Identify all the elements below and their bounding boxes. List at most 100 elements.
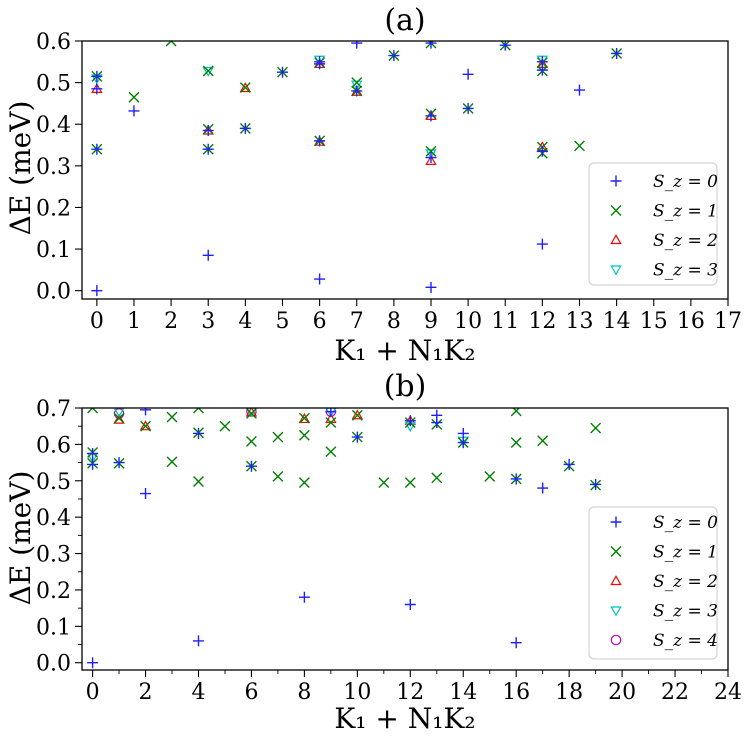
data-point-plus [431, 409, 443, 421]
data-point-x [272, 470, 284, 482]
data-point-x [431, 472, 443, 484]
x-tick-label: 4 [191, 680, 205, 705]
data-point-plus [351, 85, 363, 97]
y-tick-label: 0.0 [36, 652, 71, 677]
x-tick-label: 0 [90, 309, 104, 334]
data-point-x [298, 412, 310, 424]
panel-b-title: (b) [384, 369, 427, 404]
data-point-x [193, 476, 204, 487]
data-point-plus [202, 249, 214, 261]
data-point-plus [510, 637, 522, 649]
data-point-x [298, 477, 310, 489]
data-point-plus [192, 635, 204, 647]
data-point-plus [325, 408, 337, 418]
data-point-x [325, 417, 337, 429]
data-point-x [325, 446, 337, 458]
y-tick-label: 0.0 [36, 280, 71, 305]
data-point-plus [87, 458, 99, 470]
data-point-plus [245, 460, 257, 472]
legend-label: S_z = 2 [653, 231, 718, 251]
data-point-x [140, 420, 151, 432]
legend-marker-triangle-up [610, 575, 622, 586]
x-tick-label: 16 [677, 309, 705, 334]
legend-marker-plus [610, 516, 622, 528]
y-tick-label: 0.4 [36, 506, 71, 531]
x-tick-label: 0 [86, 680, 100, 705]
data-point-plus [590, 478, 602, 490]
x-tick-label: 4 [238, 309, 252, 334]
data-point-x [245, 436, 257, 447]
data-point-plus [536, 56, 548, 68]
legend-label: S_z = 0 [653, 172, 718, 192]
legend-label: S_z = 1 [653, 202, 718, 222]
data-point-x [298, 429, 310, 441]
data-point-plus [536, 238, 548, 250]
x-tick-label: 13 [565, 309, 593, 334]
legend-label: S_z = 0 [653, 513, 718, 533]
data-point-plus [563, 458, 575, 470]
y-tick-label: 0.1 [36, 238, 71, 263]
data-point-plus [462, 68, 474, 80]
panel-a-ylabel: ΔE (meV) [4, 101, 37, 236]
panel-a-y-axis-label: ΔE (meV) [4, 101, 37, 236]
y-tick-label: 0.2 [36, 196, 71, 221]
x-tick-label: 14 [449, 680, 477, 705]
data-point-plus [314, 56, 326, 68]
x-tick-label: 6 [244, 680, 258, 705]
data-point-triangle-up [351, 409, 364, 420]
y-tick-label: 0.6 [36, 433, 71, 458]
data-point-plus [425, 41, 437, 49]
data-point-plus [404, 599, 416, 610]
x-tick-label: 10 [343, 680, 371, 705]
x-tick-label: 20 [608, 680, 636, 705]
panel-a-legend-box [588, 162, 718, 286]
x-tick-label: 11 [491, 309, 519, 334]
legend-marker-x [610, 546, 622, 557]
data-point-triangle-up [139, 420, 152, 431]
y-tick-label: 0.3 [36, 543, 71, 568]
data-point-plus [351, 431, 363, 443]
panel-b-ylabel: ΔE (meV) [4, 471, 37, 606]
data-point-x [87, 408, 99, 414]
data-point-x [590, 422, 602, 434]
panel-a-ticks: 0 1 2 3 4 5 6 7 8 9 10 11 12 13 14 15 16 170.00.10.20.30.… [36, 30, 742, 334]
legend-marker-plus [610, 175, 622, 187]
panel-a-xlabel: K₁ + N₁K₂ [334, 334, 475, 367]
data-point-triangle-up [239, 82, 252, 93]
panel-a-title: (a) [384, 3, 425, 38]
data-point-plus [457, 427, 469, 439]
data-point-plus [202, 143, 214, 155]
data-point-plus [276, 66, 288, 78]
data-point-x [272, 431, 284, 443]
data-point-plus [425, 152, 437, 164]
y-tick-label: 0.5 [36, 470, 71, 495]
data-point-x [166, 411, 178, 423]
legend-label: S_z = 1 [653, 543, 718, 563]
data-point-plus [536, 145, 548, 157]
x-tick-label: 16 [502, 680, 530, 705]
data-point-x [165, 41, 177, 47]
data-point-plus [314, 273, 326, 285]
data-point-x [245, 408, 257, 419]
data-point-x [484, 470, 496, 482]
y-tick-label: 0.3 [36, 155, 71, 180]
x-tick-label: 2 [139, 680, 153, 705]
panel-b-legend: S_z = 0 S_z = 1 S_z = 2 S_z = 3 S_z = 4 [588, 506, 718, 660]
legend-label: S_z = 3 [653, 261, 718, 281]
panel-b-xlabel: K₁ + N₁K₂ [334, 702, 475, 735]
legend-marker-triangle-down [610, 606, 622, 617]
x-tick-label: 15 [640, 309, 668, 334]
data-point-x [378, 477, 390, 489]
x-tick-label: 8 [297, 680, 311, 705]
data-point-x [425, 145, 437, 157]
data-point-plus [140, 408, 152, 416]
x-tick-label: 10 [454, 309, 482, 334]
panel-a-points [91, 41, 623, 297]
data-point-plus [388, 50, 400, 62]
data-point-x [113, 412, 125, 424]
data-point-plus [425, 281, 437, 293]
data-point-x [219, 420, 231, 432]
data-point-plus [298, 591, 310, 603]
data-point-plus [91, 83, 103, 95]
